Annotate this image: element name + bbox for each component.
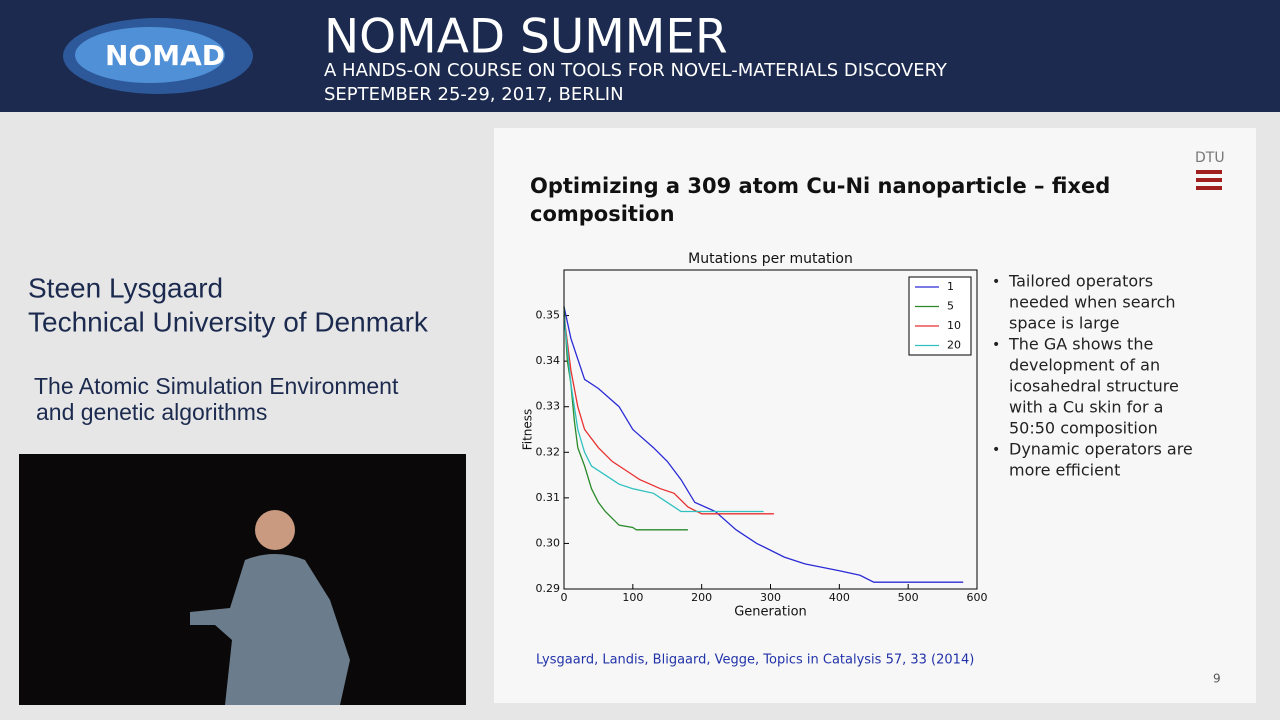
y-tick-label: 0.35: [536, 309, 561, 322]
x-tick-label: 0: [561, 591, 568, 604]
slide-logo: DTU: [1195, 150, 1225, 166]
slide: [494, 128, 1256, 703]
bullet-text: needed when search: [1009, 293, 1176, 312]
header-subtitle: A HANDS-ON COURSE ON TOOLS FOR NOVEL-MAT…: [324, 60, 948, 81]
bullet-text: space is large: [1009, 314, 1119, 333]
bullet-text: development of an: [1009, 356, 1160, 375]
legend-label: 10: [947, 319, 961, 332]
legend-box: [908, 276, 972, 356]
bullet-text: 50:50 composition: [1009, 419, 1158, 438]
chart-title: Mutations per mutation: [688, 251, 853, 267]
y-tick-label: 0.33: [536, 400, 561, 413]
x-axis-label: Generation: [734, 605, 807, 620]
x-tick-label: 600: [967, 591, 988, 604]
x-tick-label: 500: [898, 591, 919, 604]
bullet-text: Tailored operators: [1008, 272, 1153, 291]
bullet-text: icosahedral structure: [1009, 377, 1179, 396]
bullet-dot: •: [992, 274, 1000, 290]
citation: Lysgaard, Landis, Bligaard, Vegge, Topic…: [536, 653, 974, 668]
series-line: [563, 315, 774, 515]
speaker-name: Steen Lysgaard: [28, 272, 223, 303]
slide-title: Optimizing a 309 atom Cu-Ni nanoparticle…: [530, 174, 1110, 198]
legend-label: 1: [947, 280, 954, 293]
plot-frame: [563, 269, 978, 590]
logo-blob: [63, 18, 253, 94]
y-tick-label: 0.34: [536, 354, 561, 367]
y-tick-label: 0.30: [536, 536, 561, 549]
x-tick-label: 200: [691, 591, 712, 604]
bullet-text: with a Cu skin for a: [1009, 398, 1163, 417]
slide-title: composition: [530, 202, 675, 226]
bullet-text: The GA shows the: [1008, 335, 1153, 354]
x-tick-label: 300: [760, 591, 781, 604]
speaker-affiliation: Technical University of Denmark: [28, 306, 429, 337]
legend-label: 5: [947, 300, 954, 313]
legend-label: 20: [947, 339, 961, 352]
video: [19, 454, 466, 705]
series-line: [563, 306, 964, 583]
y-axis-label: Fitness: [521, 409, 535, 451]
header-subtitle: SEPTEMBER 25-29, 2017, BERLIN: [324, 84, 624, 105]
page-number: 9: [1213, 672, 1221, 686]
x-tick-label: 100: [622, 591, 643, 604]
talk-title: and genetic algorithms: [36, 399, 267, 425]
bullet-text: Dynamic operators are: [1009, 440, 1193, 459]
y-tick-label: 0.32: [536, 445, 561, 458]
bullet-text: more efficient: [1009, 461, 1120, 480]
dtu-mark: [1196, 170, 1222, 190]
y-tick-label: 0.31: [536, 491, 561, 504]
bullet-dot: •: [992, 442, 1000, 458]
bullet-dot: •: [992, 337, 1000, 353]
y-tick-label: 0.29: [536, 582, 561, 595]
logo-text: NOMAD: [105, 39, 225, 72]
talk-title: The Atomic Simulation Environment: [34, 373, 399, 399]
series-line: [563, 315, 764, 513]
x-tick-label: 400: [829, 591, 850, 604]
header-title: NOMAD SUMMER: [324, 10, 728, 65]
